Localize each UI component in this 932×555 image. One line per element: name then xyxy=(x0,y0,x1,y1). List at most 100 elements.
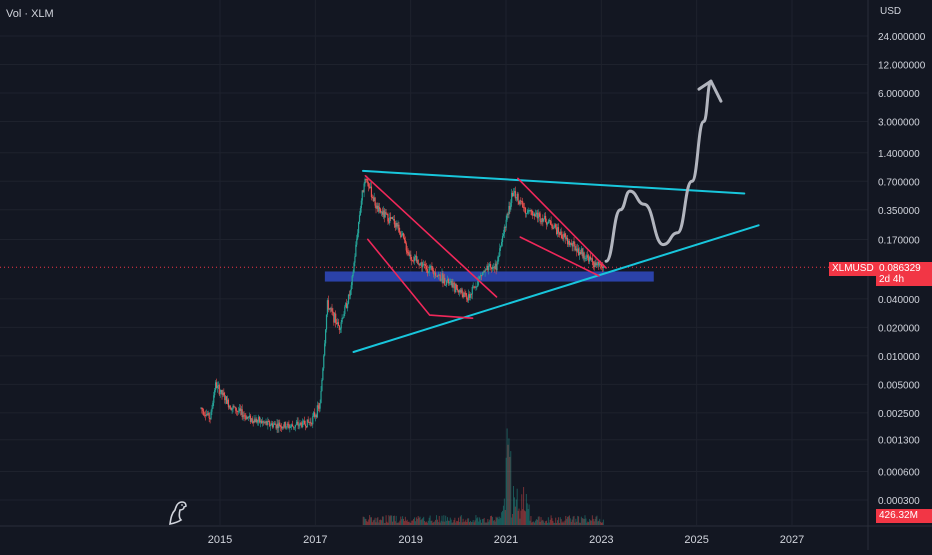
volume-bar xyxy=(506,428,508,525)
support-zone-rect xyxy=(324,271,654,282)
candle-body xyxy=(329,308,331,310)
volume-bar xyxy=(454,517,456,525)
candle-body xyxy=(422,265,424,268)
volume-bar xyxy=(504,510,506,525)
candle-body xyxy=(468,294,471,298)
candle-body xyxy=(555,224,557,228)
candle-body xyxy=(600,263,602,265)
support-trendline xyxy=(352,224,760,353)
volume-bar xyxy=(547,517,549,525)
candle-body xyxy=(244,415,246,417)
last-price-tag: 0.086329 2d 4h xyxy=(876,262,932,286)
volume-bar xyxy=(393,515,395,525)
drawings xyxy=(352,79,760,353)
candle-body xyxy=(360,200,362,209)
volume-bar xyxy=(602,519,604,525)
candle-body xyxy=(296,421,298,424)
volume-bar xyxy=(582,518,584,525)
candle-body xyxy=(302,421,304,428)
volume-bar xyxy=(435,519,437,525)
candle-body xyxy=(249,415,252,422)
candle-body xyxy=(259,416,261,423)
volume-bar xyxy=(444,521,446,525)
candle-body xyxy=(502,233,505,237)
candle-body xyxy=(521,201,523,203)
candle-body xyxy=(243,415,245,417)
candle-body xyxy=(284,422,286,428)
candle-body xyxy=(230,409,232,411)
x-axis[interactable]: 2015 2017 2019 2021 2023 2025 2027 xyxy=(208,534,804,546)
candle-body xyxy=(301,423,303,428)
y-tick-label: 12.000000 xyxy=(878,60,926,71)
candle-body xyxy=(439,274,441,281)
candle-body xyxy=(401,235,403,238)
volume-bar xyxy=(385,515,387,525)
y-axis[interactable]: 24.000000 12.000000 6.000000 3.000000 1.4000… xyxy=(878,32,926,507)
volume-bar xyxy=(510,451,512,525)
candle-body xyxy=(336,322,338,325)
volume-bar xyxy=(423,516,425,525)
candle-body xyxy=(299,422,301,426)
candle-body xyxy=(307,419,309,423)
candle-body xyxy=(459,290,461,293)
volume-bar xyxy=(560,519,562,525)
candle-body xyxy=(258,416,260,422)
candle-body xyxy=(462,294,464,297)
candle-body xyxy=(282,426,285,428)
candle-body xyxy=(374,197,376,206)
volume-bar xyxy=(436,519,438,525)
candle-body xyxy=(291,424,293,427)
axis-unit[interactable]: USD xyxy=(880,6,902,17)
candle-body xyxy=(379,207,381,210)
candle-body xyxy=(560,231,562,236)
volume-bar xyxy=(387,522,389,525)
volume-bar xyxy=(476,518,478,525)
candle-body xyxy=(457,288,459,291)
candle-body xyxy=(204,414,206,416)
candle-body xyxy=(245,416,247,420)
price-series xyxy=(200,175,604,433)
volume-bar xyxy=(391,515,393,525)
volume-bar xyxy=(440,520,442,525)
volume-bar xyxy=(502,510,504,525)
candle-body xyxy=(481,272,483,276)
candle-body xyxy=(259,420,262,423)
candle-body xyxy=(294,425,296,428)
y-tick-label: 0.350000 xyxy=(878,206,920,217)
volume-bar xyxy=(400,516,402,525)
volume-bar xyxy=(368,519,370,525)
tradingview-logo-icon[interactable] xyxy=(166,497,192,527)
candle-body xyxy=(351,275,353,286)
volume-bar xyxy=(515,499,517,525)
candle-body xyxy=(399,232,401,235)
candle-body xyxy=(311,423,313,425)
x-tick-label: 2015 xyxy=(208,534,232,546)
candle-body xyxy=(483,271,485,273)
candle-body xyxy=(276,423,278,429)
candle-body xyxy=(534,213,536,217)
volume-bar xyxy=(590,520,592,525)
candle-body xyxy=(458,290,461,293)
volume-bar xyxy=(514,506,516,525)
candle-body xyxy=(407,252,409,254)
y-tick-label: 0.170000 xyxy=(878,235,920,246)
candle-body xyxy=(589,256,592,260)
candle-body xyxy=(280,426,282,428)
volume-bar xyxy=(471,521,473,525)
candle-body xyxy=(328,308,330,310)
candle-body xyxy=(424,264,427,267)
candle-body xyxy=(397,224,399,227)
volume-bar xyxy=(472,519,474,525)
candle-body xyxy=(444,277,446,286)
volume-bar xyxy=(458,521,460,525)
candle-body xyxy=(305,426,307,428)
volume-bar xyxy=(370,517,372,525)
candle-body xyxy=(580,248,582,255)
volume-bar xyxy=(494,521,496,525)
candle-body xyxy=(550,221,552,225)
volume-bar xyxy=(443,515,445,525)
candle-body xyxy=(264,421,266,423)
candle-body xyxy=(498,255,500,257)
